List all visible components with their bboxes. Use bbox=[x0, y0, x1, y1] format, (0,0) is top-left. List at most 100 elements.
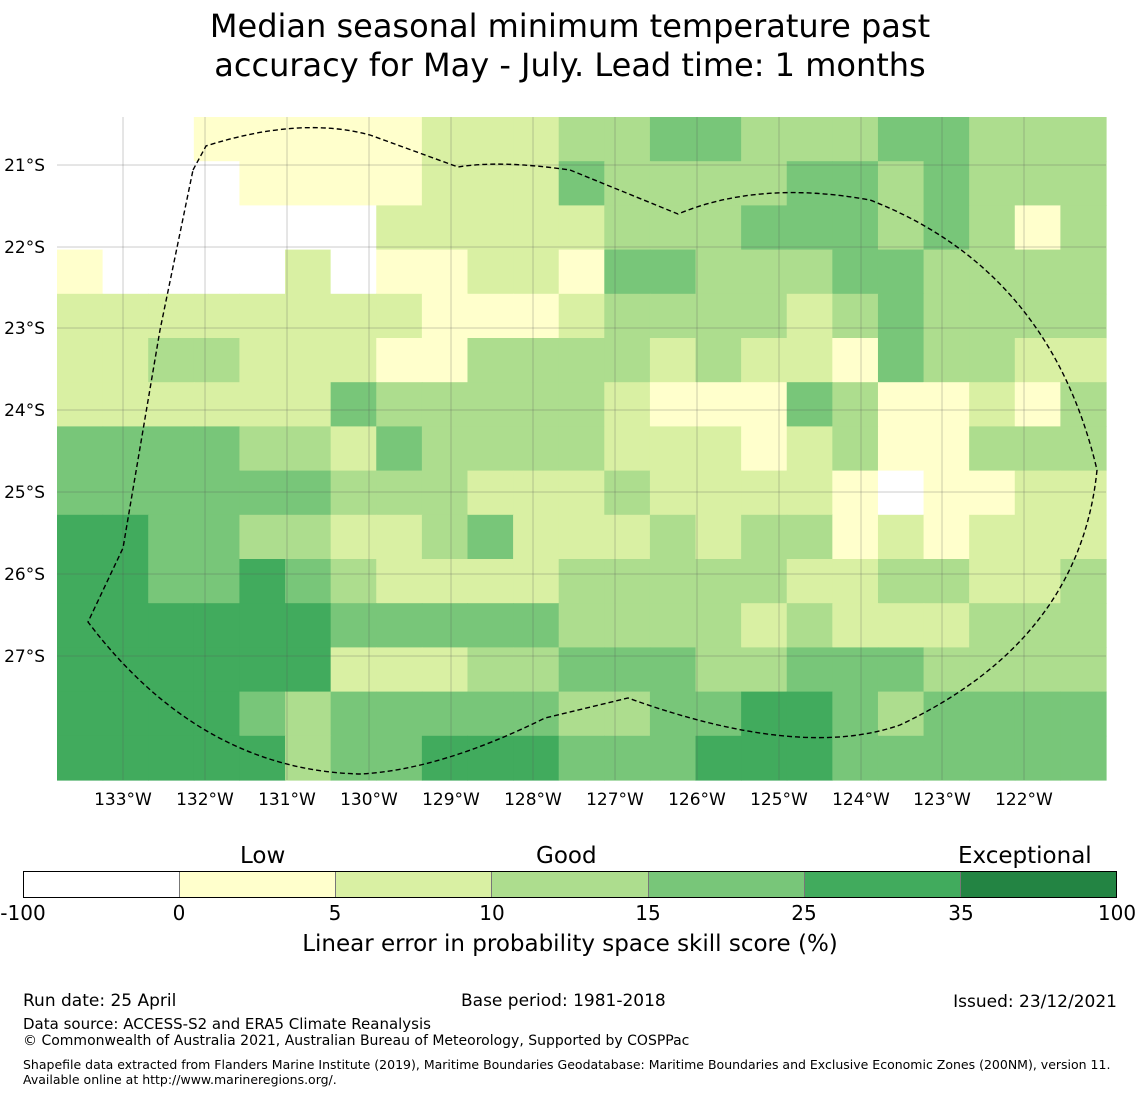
map-cell bbox=[467, 117, 514, 162]
longitude-label: 133°W bbox=[94, 790, 152, 810]
skill-score-map: 21°S22°S23°S24°S25°S26°S27°S 133°W 132°W 1… bbox=[4, 117, 1107, 810]
map-cell bbox=[558, 735, 605, 781]
map-cell bbox=[558, 338, 605, 383]
map-cell bbox=[786, 382, 833, 427]
colorbar-tick-5: 5 bbox=[328, 901, 342, 925]
base-period: Base period: 1981-2018 bbox=[461, 991, 666, 1011]
map-cell bbox=[513, 338, 560, 383]
map-cell bbox=[604, 161, 651, 206]
issued-date: Issued: 23/12/2021 bbox=[953, 992, 1117, 1012]
map-cell bbox=[513, 161, 560, 206]
colorbar-tick-0: 0 bbox=[172, 901, 186, 925]
map-cell bbox=[649, 470, 697, 516]
map-cell bbox=[330, 205, 377, 251]
map-cell bbox=[786, 647, 833, 693]
map-cell bbox=[467, 205, 514, 251]
map-cell bbox=[376, 161, 423, 206]
map-cell bbox=[239, 382, 286, 427]
map-cell bbox=[421, 691, 469, 737]
map-cell bbox=[239, 735, 286, 781]
map-cell bbox=[330, 603, 377, 648]
map-cell bbox=[330, 470, 377, 516]
map-cell bbox=[330, 249, 377, 295]
map-cell bbox=[558, 647, 605, 693]
map-cell bbox=[285, 117, 332, 162]
map-cell bbox=[1060, 205, 1107, 251]
map-cell bbox=[832, 205, 879, 251]
map-cell bbox=[376, 117, 423, 162]
map-cell bbox=[1014, 647, 1061, 693]
colorbar-segment bbox=[24, 872, 181, 897]
longitude-label: 126°W bbox=[668, 790, 726, 810]
map-cell bbox=[57, 338, 104, 383]
longitude-label: 127°W bbox=[586, 790, 644, 810]
map-cell bbox=[239, 117, 286, 162]
map-cell bbox=[649, 205, 697, 251]
map-cell bbox=[558, 293, 605, 339]
map-cell bbox=[330, 382, 377, 427]
map-cell bbox=[467, 161, 514, 206]
map-cell bbox=[969, 161, 1016, 206]
map-cell bbox=[148, 470, 195, 516]
map-cell bbox=[467, 691, 514, 737]
map-cell bbox=[832, 603, 879, 648]
map-cell bbox=[604, 338, 651, 383]
map-cell bbox=[513, 426, 560, 472]
map-cell bbox=[330, 647, 377, 693]
map-cell bbox=[285, 426, 332, 472]
map-cell bbox=[969, 117, 1016, 162]
map-cell bbox=[57, 426, 104, 472]
map-cell bbox=[102, 161, 149, 206]
map-cell bbox=[604, 382, 651, 427]
map-cell bbox=[877, 470, 925, 516]
latitude-label: 24°S bbox=[4, 401, 45, 421]
map-cell bbox=[285, 338, 332, 383]
map-cell bbox=[376, 338, 423, 383]
map-cell bbox=[786, 691, 833, 737]
map-cell bbox=[1060, 382, 1107, 427]
map-cell bbox=[239, 338, 286, 383]
data-source: Data source: ACCESS-S2 and ERA5 Climate … bbox=[23, 1015, 431, 1033]
map-cell bbox=[649, 338, 697, 383]
map-cell bbox=[376, 647, 423, 693]
map-cell bbox=[193, 426, 241, 472]
map-cell bbox=[330, 426, 377, 472]
map-cell bbox=[786, 514, 833, 560]
map-cell bbox=[558, 117, 605, 162]
longitude-label: 132°W bbox=[176, 790, 234, 810]
map-cell bbox=[421, 426, 469, 472]
map-cell bbox=[513, 117, 560, 162]
map-cell bbox=[421, 338, 469, 383]
map-cell bbox=[513, 735, 560, 781]
longitude-labels: 133°W 132°W 131°W 130°W 129°W 128°W 127°W 126°W… bbox=[94, 790, 1053, 810]
map-cell bbox=[1014, 559, 1061, 604]
map-cell bbox=[786, 426, 833, 472]
map-cell bbox=[193, 338, 241, 383]
longitude-label: 125°W bbox=[750, 790, 808, 810]
map-cell bbox=[1060, 426, 1107, 472]
map-cell bbox=[786, 117, 833, 162]
map-cell bbox=[695, 249, 742, 295]
map-cell bbox=[923, 514, 970, 560]
latitude-label: 25°S bbox=[4, 483, 45, 503]
map-cell bbox=[1060, 603, 1107, 648]
map-cell bbox=[421, 559, 469, 604]
map-cell bbox=[877, 382, 925, 427]
map-cell bbox=[832, 514, 879, 560]
map-cell bbox=[832, 338, 879, 383]
map-cell bbox=[285, 647, 332, 693]
colorbar-tick-25: 25 bbox=[791, 901, 817, 925]
map-cell bbox=[102, 426, 149, 472]
map-cell bbox=[330, 338, 377, 383]
map-cell bbox=[193, 647, 241, 693]
map-cell bbox=[877, 249, 925, 295]
longitude-label: 129°W bbox=[422, 790, 480, 810]
map-cell bbox=[969, 514, 1016, 560]
map-cell bbox=[57, 205, 104, 251]
map-cell bbox=[57, 559, 104, 604]
map-cell bbox=[923, 205, 970, 251]
map-cell bbox=[877, 205, 925, 251]
map-cell bbox=[1014, 249, 1061, 295]
map-cell bbox=[421, 647, 469, 693]
map-cell bbox=[193, 293, 241, 339]
